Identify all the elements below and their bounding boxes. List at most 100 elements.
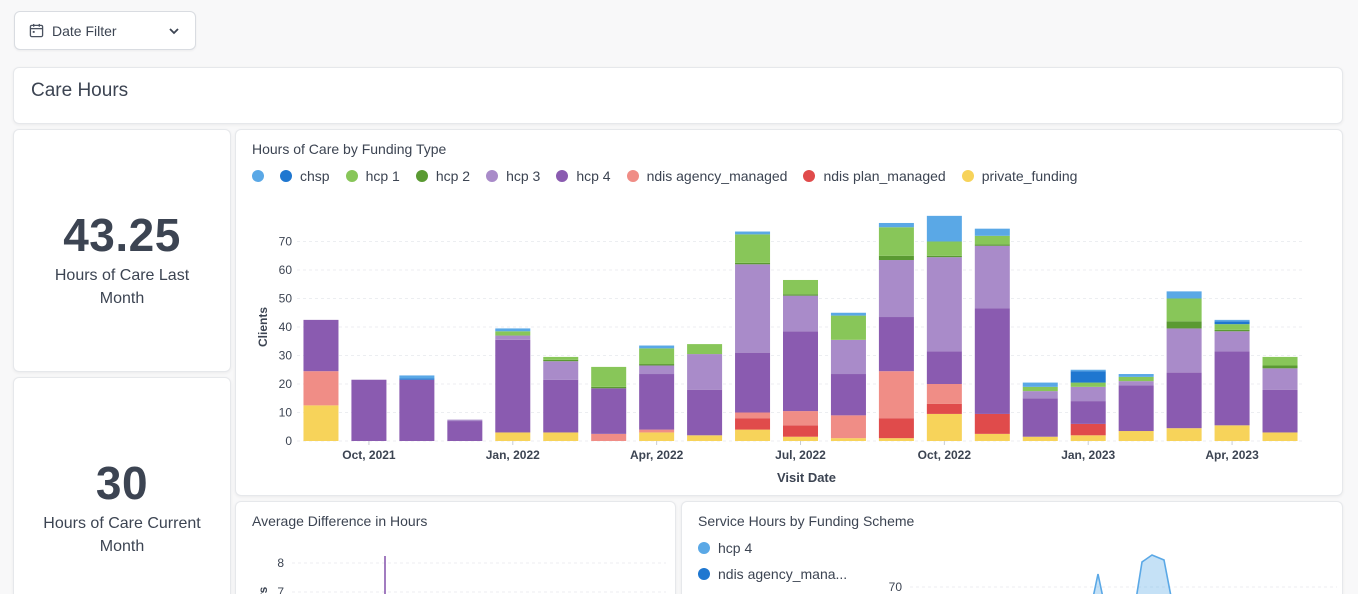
kpi-card-last-month: 43.25 Hours of Care Last Month (13, 129, 231, 372)
legend-label: ndis plan_managed (823, 168, 946, 184)
bar-segment (926, 215, 962, 242)
legend-label: private_funding (981, 168, 1078, 184)
legend-item-hcp-4[interactable]: hcp 4 (698, 540, 752, 556)
bar-segment (1166, 291, 1202, 299)
chart-title: Hours of Care by Funding Type (252, 141, 447, 157)
x-tick-label: Oct, 2022 (918, 448, 972, 462)
bar-segment (782, 279, 819, 295)
bar-segment (974, 235, 1010, 245)
legend-item-hcp-2[interactable]: hcp 2 (415, 168, 470, 184)
bar-segment (830, 438, 866, 441)
bar-segment (926, 384, 962, 404)
bar-segment (1214, 351, 1250, 426)
y-tick-label: 7 (277, 585, 284, 594)
bar-segment (830, 339, 866, 375)
legend-dot (626, 170, 639, 182)
legend-item-chsp[interactable]: chsp (280, 168, 330, 184)
bar-segment (1118, 431, 1154, 441)
bar-segment (1214, 425, 1250, 441)
bar-segment (1070, 371, 1106, 383)
bar-segment (1214, 319, 1250, 322)
bar-segment (447, 419, 483, 422)
x-tick-label: Apr, 2022 (630, 448, 684, 462)
bar-segment (878, 317, 914, 372)
bar-segment (447, 421, 483, 441)
legend-item-hcp-4[interactable]: hcp 4 (556, 168, 611, 184)
legend-item-private-funding[interactable]: private_funding (961, 168, 1078, 184)
y-tick-label: 70 (889, 580, 903, 594)
legend-item-ndis-plan-managed[interactable]: ndis plan_managed (803, 168, 946, 184)
legend-label: hcp 1 (365, 168, 400, 184)
x-axis-label: Visit Date (777, 470, 836, 485)
legend-item-ndis-agency-managed[interactable]: ndis agency_managed (626, 168, 788, 184)
legend-dot (556, 170, 569, 182)
bar-segment (830, 315, 866, 340)
bar-segment (1070, 382, 1106, 387)
bar-segment (495, 331, 531, 336)
bar-segment (735, 412, 771, 419)
bar-segment (639, 429, 675, 433)
bar-segment (830, 415, 866, 439)
x-tick-label: Jan, 2022 (486, 448, 540, 462)
legend-label: hcp 3 (506, 168, 541, 184)
service-hours-area-chart: 70 (889, 554, 1337, 594)
avg-difference-line-chart: 8 7 rs (256, 556, 666, 594)
kpi-value-current-month: 30 (95, 457, 149, 509)
bar-segment (1166, 428, 1202, 441)
bar-segment (399, 375, 435, 379)
date-filter-label: Date Filter (52, 22, 117, 39)
y-tick-label: 0 (285, 434, 292, 448)
bar-segment (926, 241, 962, 256)
bar-segment (543, 432, 579, 441)
bar-segment (1262, 432, 1298, 441)
chevron-down-icon (169, 27, 179, 34)
legend-item-ndis-agency[interactable]: ndis agency_mana... (698, 566, 847, 582)
legend-label: ndis agency_managed (646, 168, 788, 184)
bar-segment (782, 331, 819, 412)
legend-item-hcp-1[interactable]: hcp 1 (345, 168, 400, 184)
chart-title: Average Difference in Hours (252, 513, 428, 529)
bar-segment (1262, 368, 1298, 390)
legend-dot (803, 170, 816, 182)
legend-item-hcp-3[interactable]: hcp 3 (486, 168, 540, 184)
bar-segment (591, 433, 627, 441)
y-axis-label: rs (256, 586, 270, 594)
service-hours-chart-card: Service Hours by Funding Scheme hcp 4 nd… (681, 501, 1343, 594)
bar-segment (926, 351, 962, 384)
bar-segment (926, 257, 962, 352)
bar-segment (1166, 328, 1202, 373)
x-tick-label: Apr, 2023 (1205, 448, 1259, 462)
bar-segment (495, 335, 531, 340)
avg-difference-chart-card: Average Difference in Hours 8 7 rs (235, 501, 676, 594)
bar-segment (1070, 369, 1106, 372)
bar-segment (1022, 391, 1058, 399)
date-filter-dropdown[interactable]: Date Filter (14, 11, 196, 50)
chart-title: Service Hours by Funding Scheme (698, 513, 915, 529)
bar-segment (735, 418, 771, 430)
legend-dot (698, 542, 710, 554)
bar-segment (399, 379, 435, 441)
bar-segment (1022, 436, 1058, 441)
y-tick-label: 10 (279, 406, 293, 420)
bar-segment (543, 361, 579, 380)
legend-label: ndis agency_mana... (718, 566, 848, 582)
bar-segment (782, 436, 819, 441)
legend-item-unnamed[interactable] (252, 170, 272, 182)
hours-by-funding-chart-card: Hours of Care by Funding Type chsp hcp 1 h… (235, 129, 1343, 496)
bar-segment (639, 345, 675, 349)
bar-segment (1214, 321, 1250, 325)
bar-segment (303, 405, 339, 441)
bar-segment (639, 348, 675, 365)
stacked-bar-chart: 0 10 20 30 40 50 60 70 Oct, 2021 Jan, 2022 Apr, 20… (256, 215, 1304, 485)
bar-segment (351, 379, 387, 441)
bar-segment (974, 413, 1010, 434)
section-title: Care Hours (31, 80, 129, 101)
bar-segment (1022, 386, 1058, 392)
bar-segment (543, 379, 579, 433)
legend-dot (280, 170, 292, 182)
bar-segment (543, 359, 579, 362)
bar-segment (735, 231, 771, 235)
kpi-label-current-month: Hours of Care Current Month (43, 515, 201, 555)
bar-segment (1118, 385, 1154, 432)
bar-segment (782, 294, 819, 296)
